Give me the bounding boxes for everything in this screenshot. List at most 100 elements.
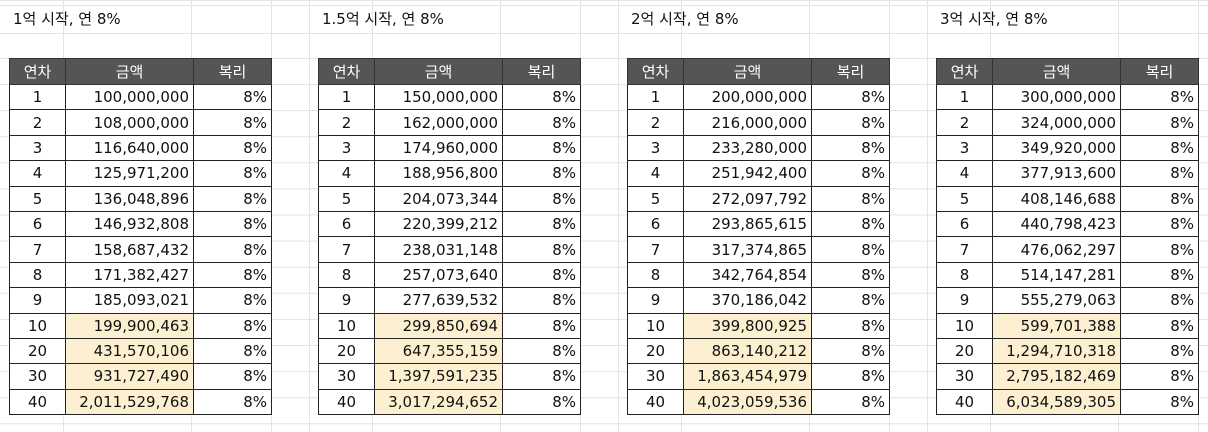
amount-cell[interactable]: 136,048,896 — [65, 185, 194, 212]
year-cell[interactable]: 20 — [627, 337, 684, 365]
rate-cell[interactable]: 8% — [502, 287, 581, 314]
amount-cell[interactable]: 204,073,344 — [374, 185, 503, 212]
rate-cell[interactable]: 8% — [502, 312, 581, 339]
rate-cell[interactable]: 8% — [1120, 210, 1199, 238]
amount-cell[interactable]: 317,374,865 — [683, 236, 812, 263]
header-rate[interactable]: 복리 — [502, 58, 581, 85]
rate-cell[interactable]: 8% — [1120, 134, 1199, 162]
amount-cell[interactable]: 1,863,454,979 — [683, 363, 812, 390]
year-cell[interactable]: 6 — [318, 210, 375, 238]
year-cell[interactable]: 6 — [936, 210, 993, 238]
rate-cell[interactable]: 8% — [811, 160, 890, 187]
year-cell[interactable]: 10 — [318, 312, 375, 339]
rate-cell[interactable]: 8% — [193, 109, 272, 136]
rate-cell[interactable]: 8% — [193, 261, 272, 289]
amount-cell[interactable]: 370,186,042 — [683, 287, 812, 314]
amount-cell[interactable]: 1,294,710,318 — [992, 337, 1121, 365]
rate-cell[interactable]: 8% — [502, 185, 581, 212]
header-year[interactable]: 연차 — [627, 58, 684, 85]
block-title[interactable]: 1억 시작, 연 8% — [13, 10, 121, 28]
year-cell[interactable]: 7 — [936, 236, 993, 263]
year-cell[interactable]: 40 — [936, 388, 993, 416]
amount-cell[interactable]: 108,000,000 — [65, 109, 194, 136]
amount-cell[interactable]: 300,000,000 — [992, 83, 1121, 111]
rate-cell[interactable]: 8% — [1120, 312, 1199, 339]
rate-cell[interactable]: 8% — [502, 363, 581, 390]
amount-cell[interactable]: 3,017,294,652 — [374, 388, 503, 416]
year-cell[interactable]: 3 — [9, 134, 66, 162]
year-cell[interactable]: 4 — [936, 160, 993, 187]
amount-cell[interactable]: 150,000,000 — [374, 83, 503, 111]
year-cell[interactable]: 2 — [627, 109, 684, 136]
rate-cell[interactable]: 8% — [502, 83, 581, 111]
rate-cell[interactable]: 8% — [811, 363, 890, 390]
rate-cell[interactable]: 8% — [502, 388, 581, 416]
amount-cell[interactable]: 233,280,000 — [683, 134, 812, 162]
rate-cell[interactable]: 8% — [811, 109, 890, 136]
year-cell[interactable]: 7 — [318, 236, 375, 263]
amount-cell[interactable]: 4,023,059,536 — [683, 388, 812, 416]
year-cell[interactable]: 5 — [627, 185, 684, 212]
rate-cell[interactable]: 8% — [1120, 363, 1199, 390]
header-rate[interactable]: 복리 — [1120, 58, 1199, 85]
year-cell[interactable]: 30 — [936, 363, 993, 390]
year-cell[interactable]: 6 — [9, 210, 66, 238]
rate-cell[interactable]: 8% — [1120, 388, 1199, 416]
amount-cell[interactable]: 931,727,490 — [65, 363, 194, 390]
year-cell[interactable]: 5 — [9, 185, 66, 212]
year-cell[interactable]: 5 — [318, 185, 375, 212]
year-cell[interactable]: 40 — [627, 388, 684, 416]
amount-cell[interactable]: 125,971,200 — [65, 160, 194, 187]
amount-cell[interactable]: 199,900,463 — [65, 312, 194, 339]
rate-cell[interactable]: 8% — [193, 83, 272, 111]
amount-cell[interactable]: 555,279,063 — [992, 287, 1121, 314]
year-cell[interactable]: 6 — [627, 210, 684, 238]
year-cell[interactable]: 8 — [318, 261, 375, 289]
rate-cell[interactable]: 8% — [811, 210, 890, 238]
amount-cell[interactable]: 174,960,000 — [374, 134, 503, 162]
rate-cell[interactable]: 8% — [502, 261, 581, 289]
header-year[interactable]: 연차 — [936, 58, 993, 85]
rate-cell[interactable]: 8% — [1120, 185, 1199, 212]
year-cell[interactable]: 7 — [627, 236, 684, 263]
rate-cell[interactable]: 8% — [1120, 236, 1199, 263]
rate-cell[interactable]: 8% — [193, 185, 272, 212]
amount-cell[interactable]: 188,956,800 — [374, 160, 503, 187]
amount-cell[interactable]: 6,034,589,305 — [992, 388, 1121, 416]
rate-cell[interactable]: 8% — [1120, 109, 1199, 136]
year-cell[interactable]: 9 — [318, 287, 375, 314]
year-cell[interactable]: 8 — [627, 261, 684, 289]
amount-cell[interactable]: 2,011,529,768 — [65, 388, 194, 416]
year-cell[interactable]: 3 — [318, 134, 375, 162]
amount-cell[interactable]: 408,146,688 — [992, 185, 1121, 212]
rate-cell[interactable]: 8% — [1120, 160, 1199, 187]
rate-cell[interactable]: 8% — [1120, 337, 1199, 365]
year-cell[interactable]: 8 — [9, 261, 66, 289]
rate-cell[interactable]: 8% — [193, 287, 272, 314]
rate-cell[interactable]: 8% — [502, 210, 581, 238]
year-cell[interactable]: 20 — [318, 337, 375, 365]
block-title[interactable]: 1.5억 시작, 연 8% — [322, 10, 444, 28]
year-cell[interactable]: 1 — [627, 83, 684, 111]
amount-cell[interactable]: 293,865,615 — [683, 210, 812, 238]
rate-cell[interactable]: 8% — [502, 236, 581, 263]
amount-cell[interactable]: 299,850,694 — [374, 312, 503, 339]
amount-cell[interactable]: 162,000,000 — [374, 109, 503, 136]
year-cell[interactable]: 2 — [318, 109, 375, 136]
rate-cell[interactable]: 8% — [1120, 83, 1199, 111]
header-year[interactable]: 연차 — [318, 58, 375, 85]
year-cell[interactable]: 10 — [936, 312, 993, 339]
rate-cell[interactable]: 8% — [193, 337, 272, 365]
amount-cell[interactable]: 116,640,000 — [65, 134, 194, 162]
rate-cell[interactable]: 8% — [193, 160, 272, 187]
amount-cell[interactable]: 216,000,000 — [683, 109, 812, 136]
amount-cell[interactable]: 220,399,212 — [374, 210, 503, 238]
year-cell[interactable]: 3 — [627, 134, 684, 162]
year-cell[interactable]: 4 — [9, 160, 66, 187]
amount-cell[interactable]: 100,000,000 — [65, 83, 194, 111]
year-cell[interactable]: 1 — [9, 83, 66, 111]
year-cell[interactable]: 40 — [9, 388, 66, 416]
year-cell[interactable]: 4 — [318, 160, 375, 187]
year-cell[interactable]: 4 — [627, 160, 684, 187]
year-cell[interactable]: 8 — [936, 261, 993, 289]
